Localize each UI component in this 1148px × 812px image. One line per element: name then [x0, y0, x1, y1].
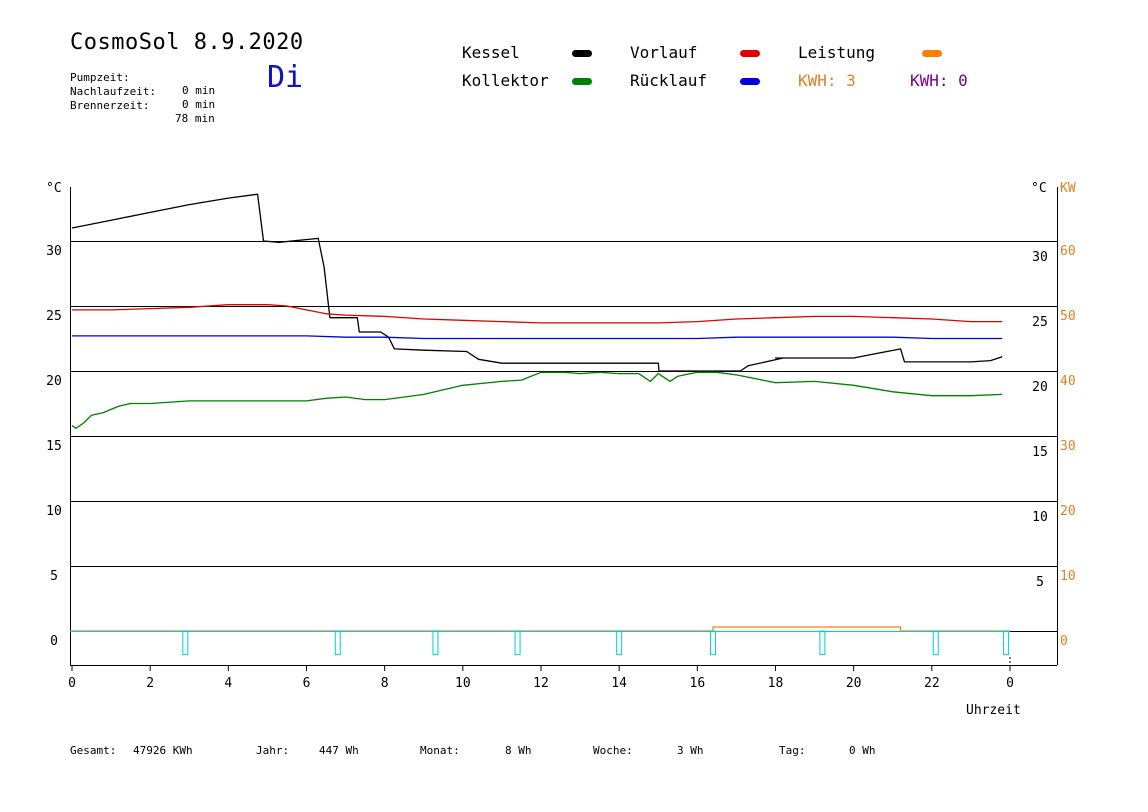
stat-row-nachlaufzeit: Nachlaufzeit: 0 min — [70, 72, 215, 111]
legend-label-kollektor: Kollektor — [462, 71, 549, 90]
x-tick-label: 0 — [1006, 676, 1014, 691]
legend-swatch-ruecklauf — [740, 78, 760, 85]
legend-swatch-vorlauf — [740, 50, 760, 57]
y-tick-label-kw: 30 — [1060, 439, 1076, 454]
y-tick-label-left: 5 — [50, 569, 58, 584]
footer-label-woche: Woche: — [593, 744, 633, 757]
pump-pulse — [709, 630, 716, 656]
pump-pulse — [819, 630, 826, 656]
pump-pulse — [334, 630, 341, 656]
y-tick-label-right: 15 — [1032, 445, 1048, 460]
series-line-leistung — [72, 626, 1010, 632]
y-tick-label-left: 30 — [46, 244, 62, 259]
legend-swatch-kollektor — [572, 78, 592, 85]
stat-value: 78 min — [175, 112, 215, 125]
pump-pulse — [616, 630, 623, 656]
y-axis-kw-unit: KW — [1060, 181, 1076, 196]
y-axis-left-unit: °C — [46, 181, 62, 196]
y-tick-label-left: 0 — [50, 634, 58, 649]
y-tick-label-kw: 10 — [1060, 569, 1076, 584]
stat-row-brennerzeit: Brennerzeit: 78 min — [70, 86, 215, 125]
series-line-ruecklauf — [72, 335, 1003, 340]
axes — [70, 187, 1058, 671]
x-tick-label: 4 — [224, 676, 232, 691]
y-tick-label-kw: 40 — [1060, 374, 1076, 389]
legend-swatch-leistung — [922, 50, 942, 57]
footer-label-tag: Tag: — [779, 744, 806, 757]
y-tick-label-kw: 50 — [1060, 309, 1076, 324]
kwh-other: KWH: 0 — [910, 71, 968, 90]
legend-label-vorlauf: Vorlauf — [630, 43, 698, 62]
pump-pulse — [182, 630, 189, 656]
x-tick-label: 16 — [690, 676, 706, 691]
y-tick-label-right: 10 — [1032, 510, 1048, 525]
footer-label-jahr: Jahr: — [256, 744, 290, 757]
kwh-solar: KWH: 3 — [798, 71, 856, 90]
y-tick-label-right: 5 — [1036, 575, 1044, 590]
y-tick-label-left: 15 — [46, 439, 62, 454]
grid — [70, 241, 1057, 632]
x-tick-label: 6 — [303, 676, 311, 691]
y-tick-label-right: 25 — [1032, 315, 1048, 330]
y-axis-right-unit: °C — [1031, 181, 1047, 196]
pump-pulse — [514, 630, 521, 656]
y-tick-label-right: 20 — [1032, 380, 1048, 395]
y-tick-label-left: 10 — [46, 504, 62, 519]
footer-label-gesamt: Gesamt: — [70, 744, 117, 757]
y-tick-label-left: 20 — [46, 374, 62, 389]
x-tick-label: 20 — [846, 676, 862, 691]
pump-pulse — [1003, 630, 1010, 656]
stat-value: 0 min — [182, 84, 216, 97]
x-tick-label: 22 — [924, 676, 940, 691]
pump-pulse — [432, 630, 439, 656]
x-tick-label: 14 — [611, 676, 627, 691]
y-tick-label-left: 25 — [46, 309, 62, 324]
footer-label-monat: Monat: — [420, 744, 460, 757]
stat-value: 0 min — [182, 98, 216, 111]
x-tick-label: 8 — [381, 676, 389, 691]
x-axis-label: Uhrzeit — [966, 703, 1021, 718]
footer-value-tag: 0 Wh — [849, 744, 876, 757]
pump-pulse — [932, 630, 939, 656]
x-tick-label: 10 — [455, 676, 471, 691]
stat-label: Brennerzeit: — [70, 99, 150, 112]
series-line-kollektor — [71, 371, 1003, 429]
legend-label-leistung: Leistung — [798, 43, 876, 62]
legend-swatch-kessel — [572, 50, 592, 57]
series-lines — [70, 193, 1010, 656]
tick-labels: 0 2 4 6 8 10 12 14 16 18 20 22 0 °C °C KW Uhrzeit 30 25 20 1… — [46, 181, 1076, 718]
y-tick-label-right: 30 — [1032, 250, 1048, 265]
stat-label: Nachlaufzeit: — [70, 85, 157, 98]
chart-title: CosmoSol 8.9.2020 — [70, 30, 304, 55]
series-line-vorlauf — [72, 304, 1003, 324]
footer-value-jahr: 447 Wh — [319, 744, 359, 757]
y-tick-label-kw: 0 — [1060, 634, 1068, 649]
x-tick-label: 18 — [768, 676, 784, 691]
series-line-kessel — [71, 193, 1003, 372]
footer-value-woche: 3 Wh — [677, 744, 704, 757]
legend-label-ruecklauf: Rücklauf — [630, 71, 708, 90]
footer-value-monat: 8 Wh — [505, 744, 532, 757]
x-tick-label: 2 — [146, 676, 154, 691]
x-tick-label: 12 — [533, 676, 549, 691]
footer-value-gesamt: 47926 KWh — [133, 744, 193, 757]
stat-label: Pumpzeit: — [70, 71, 130, 84]
stat-row-pumpzeit: Pumpzeit: 0 min — [70, 58, 215, 97]
x-tick-label: 0 — [68, 676, 76, 691]
legend-label-kessel: Kessel — [462, 43, 520, 62]
weekday-label: Di — [267, 60, 304, 95]
y-tick-label-kw: 60 — [1060, 244, 1076, 259]
y-tick-label-kw: 20 — [1060, 504, 1076, 519]
